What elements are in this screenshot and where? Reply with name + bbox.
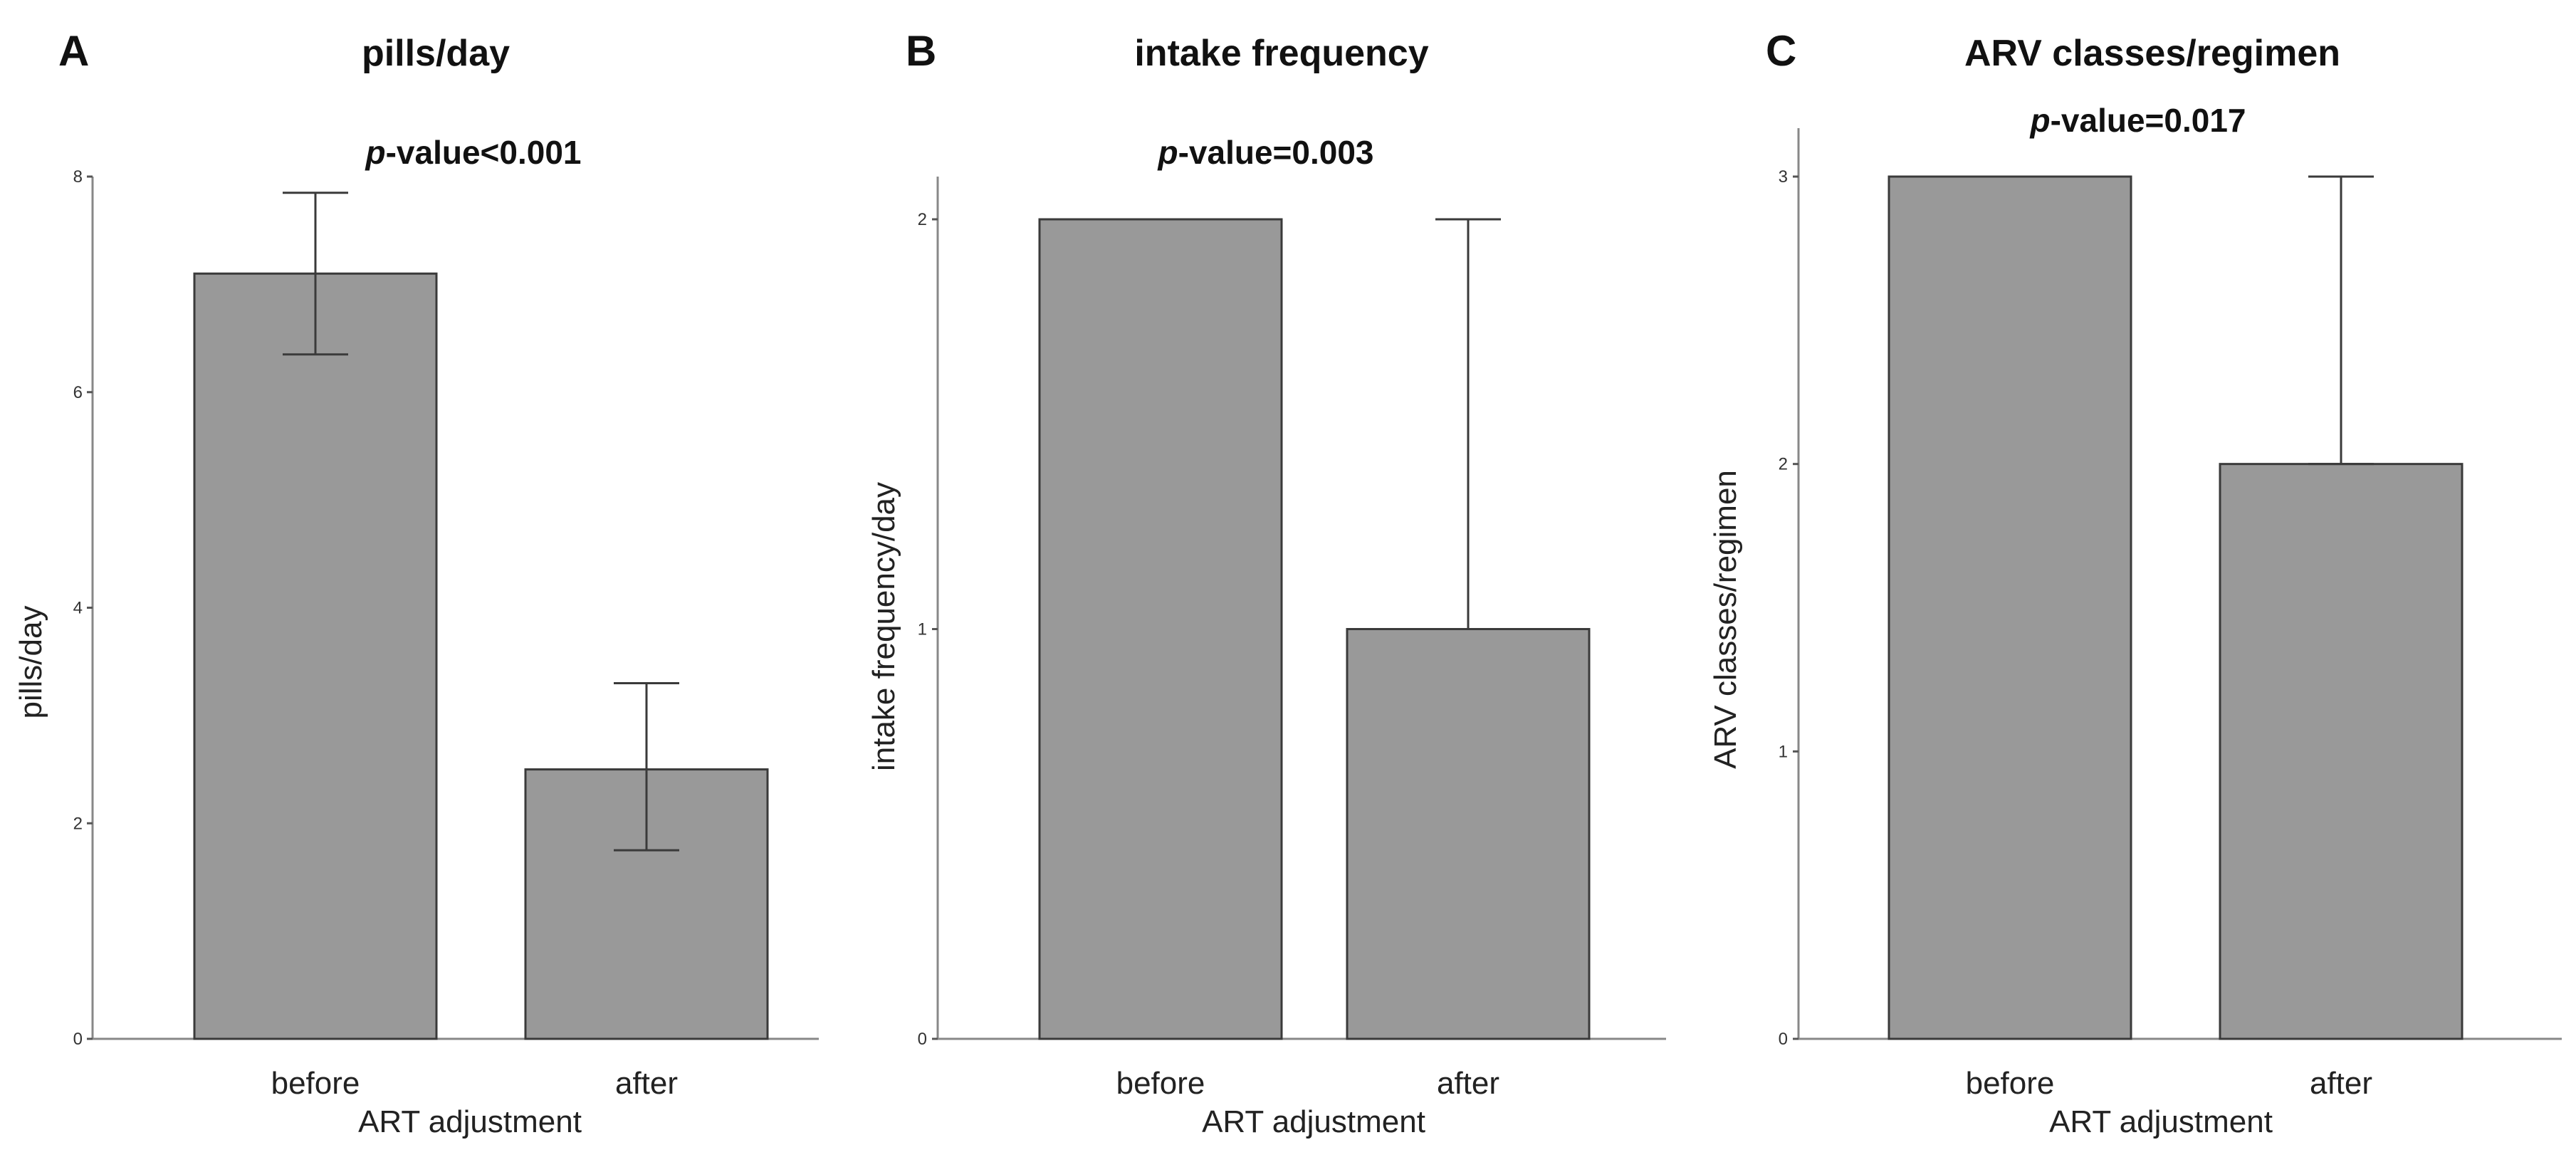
y-tick-label-b-1: 1 <box>918 620 927 639</box>
marks-a: 0 2 4 6 8 before after <box>73 167 819 1101</box>
panel-b: B intake frequency p-value=0.003 0 1 2 befo… <box>866 27 1666 1139</box>
panel-letter-b: B <box>906 27 936 75</box>
bar-c-after <box>2219 463 2464 1040</box>
y-tick-label-a-1: 2 <box>73 814 83 833</box>
pvalue-b-text: -value=0.003 <box>1178 134 1374 171</box>
y-tick-label-a-0: 0 <box>73 1030 83 1049</box>
y-tick-label-b-2: 2 <box>918 210 927 229</box>
pvalue-a-text: -value<0.001 <box>386 134 582 171</box>
x-tick-label-b-before: before <box>1116 1066 1205 1101</box>
pvalue-c-text: -value=0.017 <box>2051 102 2246 139</box>
y-axis-title-b: intake frequency/day <box>866 482 901 771</box>
panel-c: C ARV classes/regimen p-value=0.017 0 1 2 3… <box>1708 27 2562 1139</box>
marks-b: 0 1 2 before after <box>918 177 1666 1101</box>
bar-a-before <box>193 272 438 1040</box>
y-tick-label-c-2: 2 <box>1779 455 1788 474</box>
y-tick-label-c-3: 3 <box>1779 167 1788 187</box>
x-tick-label-c-before: before <box>1966 1066 2055 1101</box>
panel-title-a: pills/day <box>362 33 510 74</box>
x-tick-label-c-after: after <box>2310 1066 2372 1101</box>
y-axis-title-c: ARV classes/regimen <box>1708 470 1743 769</box>
y-tick-label-c-0: 0 <box>1779 1030 1788 1049</box>
panel-letter-c: C <box>1766 27 1796 75</box>
pvalue-c: p-value=0.017 <box>2028 102 2246 139</box>
x-axis-title-b: ART adjustment <box>1202 1104 1425 1139</box>
pvalue-a: p-value<0.001 <box>364 134 581 171</box>
y-axis-title-a: pills/day <box>14 606 48 719</box>
panel-a: A pills/day p-value<0.001 0 2 4 6 8 before aft… <box>14 27 819 1139</box>
x-axis-title-c: ART adjustment <box>2049 1104 2273 1139</box>
bar-b-after <box>1346 628 1591 1040</box>
panel-letter-a: A <box>58 27 89 75</box>
pvalue-c-prefix: p <box>2028 102 2050 139</box>
pvalue-b-prefix: p <box>1156 134 1178 171</box>
panel-title-c: ARV classes/regimen <box>1964 33 2340 74</box>
bar-c-before <box>1888 175 2132 1040</box>
panel-title-b: intake frequency <box>1134 33 1428 74</box>
x-tick-label-b-after: after <box>1437 1066 1499 1101</box>
y-tick-label-b-0: 0 <box>918 1030 927 1049</box>
pvalue-b: p-value=0.003 <box>1156 134 1373 171</box>
x-tick-label-a-before: before <box>271 1066 360 1101</box>
y-tick-label-a-3: 6 <box>73 383 83 402</box>
pvalue-a-prefix: p <box>364 134 385 171</box>
marks-c: 0 1 2 3 before after <box>1779 128 2562 1101</box>
x-tick-label-a-after: after <box>615 1066 678 1101</box>
y-tick-label-c-1: 1 <box>1779 742 1788 761</box>
bar-b-before <box>1038 218 1283 1040</box>
y-tick-label-a-2: 4 <box>73 599 83 618</box>
x-axis-title-a: ART adjustment <box>358 1104 582 1139</box>
y-tick-label-a-4: 8 <box>73 167 83 187</box>
